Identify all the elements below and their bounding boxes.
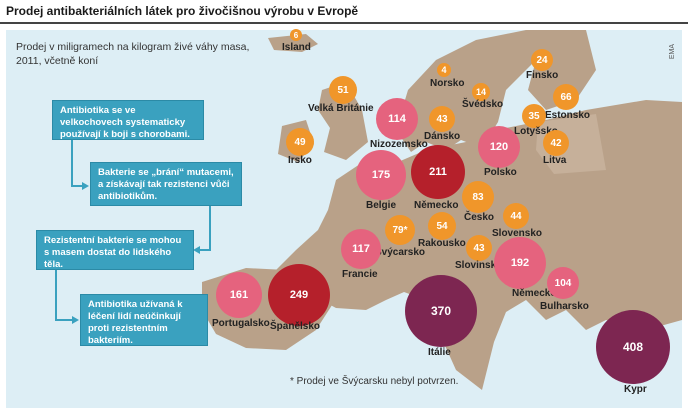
bubble-value-slovinsko: 43 <box>473 242 485 254</box>
label-slovensko: Slovensko <box>492 228 543 239</box>
bubble-cesko: 83 <box>462 181 494 213</box>
bubble-value-francie: 117 <box>352 243 370 255</box>
bubble-value-bulharsko: 104 <box>554 277 572 289</box>
bubble-francie: 117 <box>341 229 381 269</box>
label-litva: Litva <box>543 155 567 166</box>
bubble-value-litva: 42 <box>550 137 562 149</box>
bubble-svycarsko: 79* <box>385 215 415 245</box>
bubble-litva: 42 <box>543 130 569 156</box>
bubble-value-spanelsko: 249 <box>289 289 309 301</box>
bubble-value-kypr: 408 <box>622 340 644 354</box>
bubble-value-lotyssko: 35 <box>528 110 540 122</box>
bubble-irsko: 49 <box>286 128 314 156</box>
bubble-value-polsko: 120 <box>489 141 509 153</box>
label-bulharsko: Bulharsko <box>540 301 589 312</box>
info-box-4-text: Antibiotika užívaná k léčení lidí neúčin… <box>88 299 183 346</box>
bubble-slovinsko: 43 <box>466 235 492 261</box>
gb-shape <box>318 82 368 160</box>
bubble-value-madarsko: 192 <box>510 257 530 269</box>
bubble-value-dansko: 43 <box>436 113 448 125</box>
bubble-value-nizozemsko: 114 <box>388 113 406 125</box>
bubble-value-belgie: 175 <box>371 169 391 181</box>
bubble-italie: 370 <box>405 275 477 347</box>
label-island: Island <box>282 42 311 53</box>
label-dansko: Dánsko <box>424 131 461 142</box>
label-portugalsko: Portugalsko <box>212 318 270 329</box>
label-svedsko: Švédsko <box>462 99 504 110</box>
info-box-3: Rezistentní bakterie se mohou s masem do… <box>36 230 194 270</box>
subtitle: Prodej v miligramech na kilogram živé vá… <box>16 41 250 67</box>
info-box-4: Antibiotika užívaná k léčení lidí neúčin… <box>80 294 208 346</box>
label-svycarsko: Švýcarsko <box>375 247 426 258</box>
bubble-spanelsko: 249 <box>268 264 330 326</box>
bubble-slovensko: 44 <box>503 203 529 229</box>
bubble-belgie: 175 <box>356 150 406 200</box>
bubble-polsko: 120 <box>478 126 520 168</box>
bubble-value-slovensko: 44 <box>510 210 522 222</box>
bubble-value-italie: 370 <box>430 304 452 318</box>
info-box-2: Bakterie se „brání“ mutacemi, a získávaj… <box>90 162 242 206</box>
iceland-shape <box>268 34 318 52</box>
bubble-value-irsko: 49 <box>294 136 306 148</box>
bubble-value-finsko: 24 <box>536 54 548 66</box>
bubble-value-rakousko: 54 <box>436 220 448 232</box>
bubble-estonsko: 66 <box>553 84 579 110</box>
bubble-value-island: 6 <box>293 30 299 40</box>
bubble-bulharsko: 104 <box>547 267 579 299</box>
bubble-island: 6 <box>290 29 302 41</box>
info-box-2-text: Bakterie se „brání“ mutacemi, a získávaj… <box>98 167 234 202</box>
page-title: Prodej antibakteriálních látek pro živoč… <box>6 4 359 18</box>
label-lotyssko: Lotyšsko <box>514 126 558 137</box>
label-estonsko: Estonsko <box>545 110 591 121</box>
label-cesko: Česko <box>464 212 495 223</box>
bubble-uk: 51 <box>329 76 357 104</box>
footnote: * Prodej ve Švýcarsku nebyl potvrzen. <box>290 376 459 387</box>
label-finsko: Finsko <box>526 70 559 81</box>
label-nizozemsko: Nizozemsko <box>370 139 428 150</box>
label-polsko: Polsko <box>484 167 517 178</box>
info-box-3-text: Rezistentní bakterie se mohou s masem do… <box>44 235 182 270</box>
label-rakousko: Rakousko <box>418 238 466 249</box>
label-spanelsko: Španělsko <box>270 321 321 332</box>
bubble-value-uk: 51 <box>337 84 349 96</box>
label-belgie: Belgie <box>366 200 397 211</box>
bubble-kypr: 408 <box>596 310 670 384</box>
bubble-value-nemecko: 211 <box>429 166 447 178</box>
label-norsko: Norsko <box>430 78 465 89</box>
bubble-norsko: 4 <box>437 63 451 77</box>
bubble-nemecko: 211 <box>411 145 465 199</box>
bubble-madarsko: 192 <box>494 237 546 289</box>
bubble-nizozemsko: 114 <box>376 98 418 140</box>
label-italie: Itálie <box>428 347 451 358</box>
bubble-value-svycarsko: 79* <box>392 224 408 236</box>
bubble-value-portugalsko: 161 <box>229 289 249 301</box>
bubble-lotyssko: 35 <box>522 104 546 128</box>
info-box-1-text: Antibiotika se ve velkochovech systemati… <box>60 105 190 140</box>
bubble-value-cesko: 83 <box>472 191 484 203</box>
bubble-finsko: 24 <box>531 49 553 71</box>
label-slovinsko: Slovinsko <box>455 260 503 271</box>
label-irsko: Irsko <box>288 155 312 166</box>
bubble-value-estonsko: 66 <box>560 91 572 103</box>
baltic-shape <box>536 114 606 174</box>
label-uk: Velká Británie <box>308 103 374 114</box>
bubble-svedsko: 14 <box>472 83 490 101</box>
info-box-1: Antibiotika se ve velkochovech systemati… <box>52 100 204 140</box>
bubble-value-svedsko: 14 <box>475 87 486 97</box>
label-nemecko: Německo <box>414 200 459 211</box>
label-francie: Francie <box>342 269 378 280</box>
label-madarsko: Německo <box>512 288 557 299</box>
title-bar: Prodej antibakteriálních látek pro živoč… <box>0 0 688 24</box>
bubble-dansko: 43 <box>429 106 455 132</box>
bubble-value-norsko: 4 <box>441 65 447 75</box>
label-kypr: Kypr <box>624 384 647 395</box>
bubble-portugalsko: 161 <box>216 272 262 318</box>
bubble-rakousko: 54 <box>428 212 456 240</box>
